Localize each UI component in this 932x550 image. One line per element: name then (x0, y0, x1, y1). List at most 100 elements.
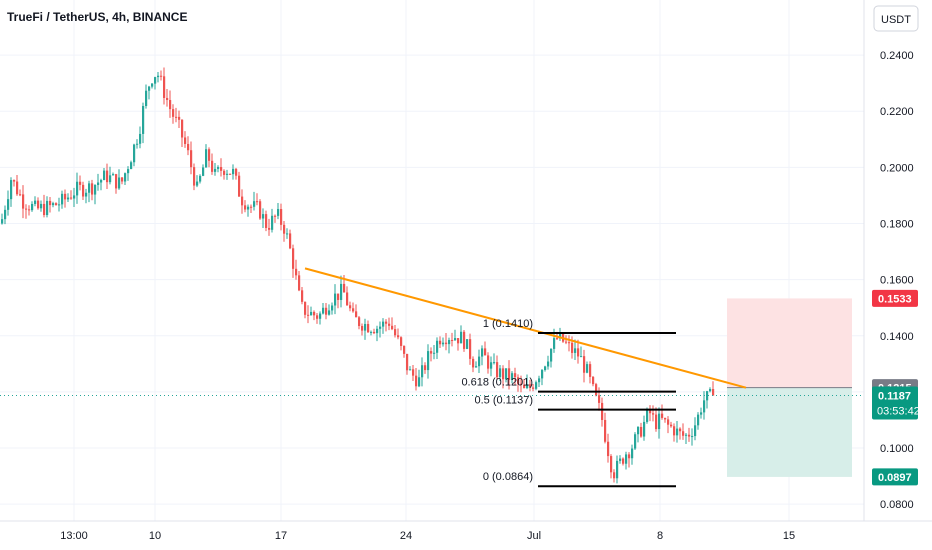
candle-down (640, 426, 643, 437)
candle-up (1, 219, 4, 224)
candle-down (496, 362, 499, 378)
candle-up (340, 283, 343, 300)
position-zones[interactable] (727, 298, 852, 477)
candle-down (244, 205, 247, 210)
candle-down (430, 351, 433, 354)
countdown-label: 03:53:42 (877, 406, 920, 418)
drawings[interactable]: 1 (0.1410) 0.618 (0.1201) 0.5 (0.1137) 0 (0… (0, 267, 864, 488)
time-tick-label: 15 (783, 530, 795, 542)
candle-down (445, 342, 448, 345)
candle-up (619, 458, 622, 461)
candle-down (595, 384, 598, 396)
candle-up (262, 214, 265, 219)
time-tick-label: 13:00 (60, 530, 88, 542)
candle-down (532, 387, 535, 389)
candle-down (367, 323, 370, 333)
candle-up (691, 436, 694, 438)
candle-down (520, 383, 523, 385)
candle-up (118, 177, 121, 189)
candle-up (88, 183, 91, 193)
candle-down (208, 149, 211, 161)
candle-up (409, 369, 412, 371)
candle-up (493, 362, 496, 364)
trend-line[interactable] (304, 267, 747, 389)
price-tick-label: 0.2200 (880, 106, 914, 118)
candle-down (610, 456, 613, 473)
candle-down (307, 314, 310, 316)
fib-level-label: 0 (0.0864) (483, 471, 533, 483)
price-axis[interactable]: 0.24000.22000.20000.18000.16000.14000.12… (880, 50, 914, 511)
time-tick-label: Jul (527, 530, 541, 542)
candle-down (301, 290, 304, 302)
candle-down (91, 183, 94, 195)
candle-down (604, 419, 607, 442)
stop-loss-zone[interactable] (727, 298, 852, 388)
candle-down (589, 364, 592, 377)
candle-up (136, 143, 139, 145)
candle-down (457, 338, 460, 344)
candle-up (475, 366, 478, 368)
currency-button-label[interactable]: USDT (881, 14, 911, 26)
candle-up (379, 326, 382, 329)
candle-down (583, 356, 586, 373)
candle-down (412, 369, 415, 376)
candle-down (388, 323, 391, 326)
candle-down (292, 248, 295, 269)
candle-up (700, 412, 703, 415)
candle-down (502, 368, 505, 380)
candle-up (76, 181, 79, 196)
candle-down (274, 215, 277, 217)
candle-up (658, 413, 661, 430)
candle-up (4, 209, 7, 220)
candle-up (538, 378, 541, 383)
candle-down (439, 340, 442, 345)
candle-down (268, 227, 271, 230)
candle-down (403, 345, 406, 354)
time-axis[interactable]: 13:00 10 17 24 Jul 8 15 (60, 530, 795, 542)
candle-down (355, 311, 358, 318)
candle-up (643, 421, 646, 437)
candle-down (265, 214, 268, 228)
currency-button-frame[interactable] (873, 5, 919, 32)
price-tick-label: 0.0800 (880, 499, 914, 511)
take-profit-zone[interactable] (727, 387, 852, 477)
candle-up (442, 342, 445, 345)
candle-up (646, 409, 649, 422)
candle-up (277, 209, 280, 216)
candle-down (223, 170, 226, 175)
candle-up (421, 365, 424, 378)
candle-up (706, 391, 709, 401)
candle-up (553, 338, 556, 349)
candle-down (622, 458, 625, 464)
candle-down (220, 167, 223, 171)
candle-down (175, 116, 178, 118)
currency-button[interactable]: USDT (873, 5, 919, 32)
candle-down (556, 338, 559, 340)
candle-down (16, 181, 19, 195)
candle-down (577, 348, 580, 357)
candle-down (259, 201, 262, 219)
candle-down (190, 150, 193, 168)
candle-down (529, 384, 532, 388)
candle-up (127, 169, 130, 174)
candle-down (565, 341, 568, 343)
candle-down (115, 174, 118, 189)
candle-down (163, 76, 166, 98)
candle-down (688, 434, 691, 437)
candle-up (535, 382, 538, 389)
candle-down (169, 100, 172, 110)
candle-down (679, 428, 682, 432)
time-tick-label: 17 (275, 530, 287, 542)
candle-down (472, 358, 475, 368)
candle-up (58, 204, 61, 206)
candle-down (160, 75, 163, 77)
fib-level-label: 1 (0.1410) (483, 318, 533, 330)
candle-up (586, 364, 589, 373)
candle-down (187, 143, 190, 151)
price-tick-label: 0.2000 (880, 162, 914, 174)
candle-up (697, 414, 700, 426)
candle-down (229, 173, 232, 175)
